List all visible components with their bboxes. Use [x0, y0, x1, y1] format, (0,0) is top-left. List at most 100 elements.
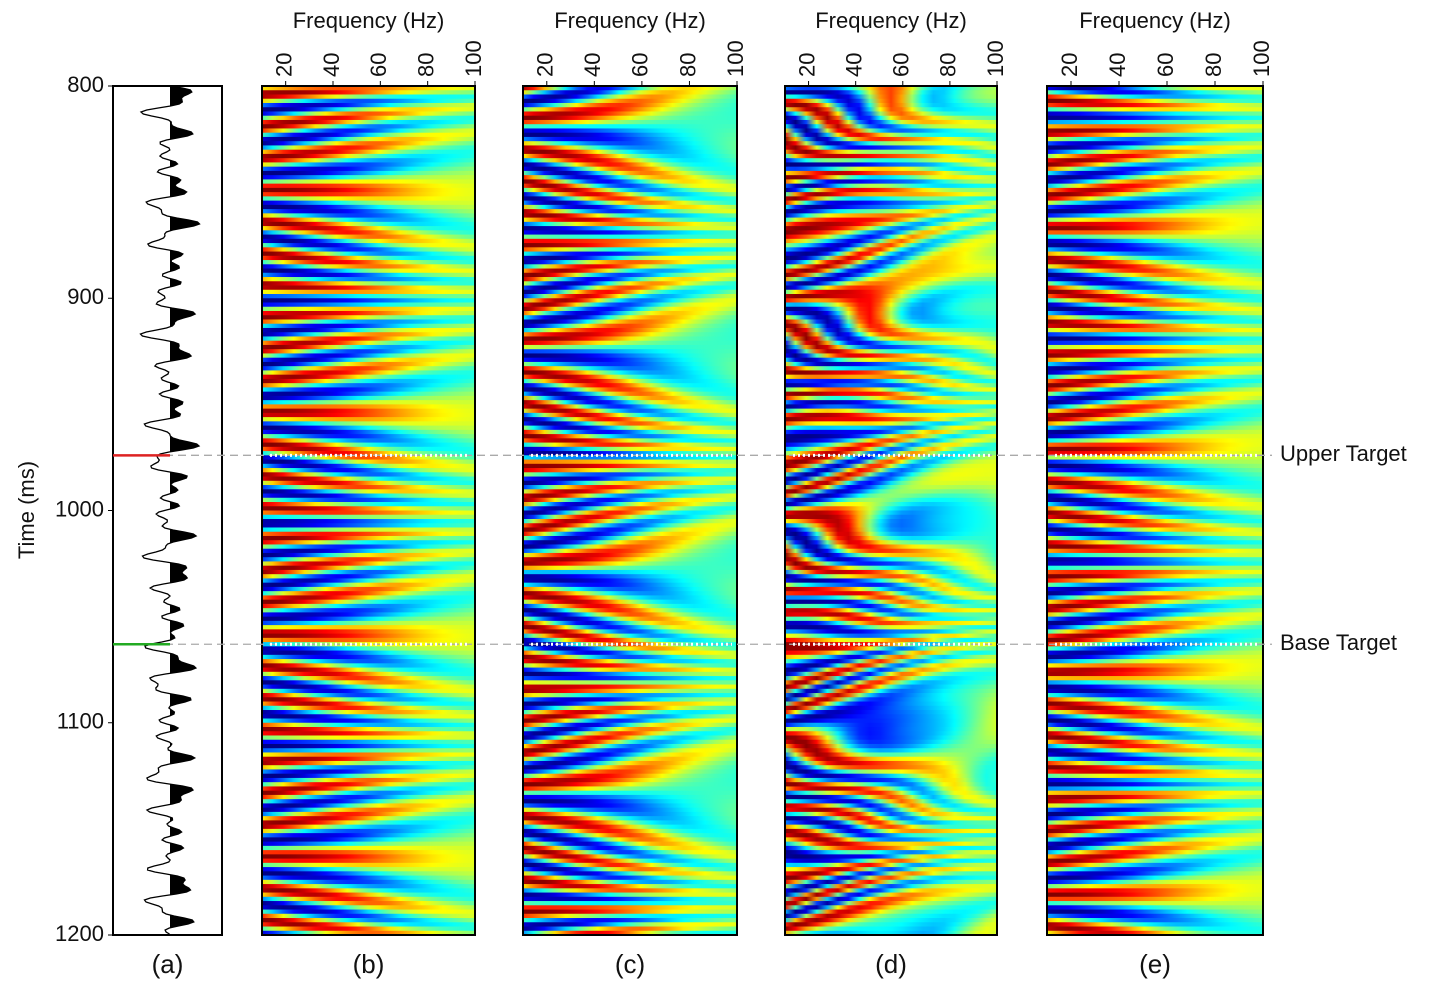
panel-label: (a)	[152, 949, 184, 979]
spectrum-row	[262, 659, 475, 664]
spectrum-row	[785, 926, 997, 932]
spectrum-row	[785, 595, 997, 601]
spectrum-row	[523, 633, 737, 639]
spectrum-row	[785, 901, 997, 906]
spectrum-row	[262, 94, 475, 100]
spectrum-row	[262, 548, 475, 554]
spectrum-row	[523, 451, 737, 456]
spectrum-row	[785, 888, 997, 894]
spectrum-row	[523, 119, 737, 125]
spectrum-row	[262, 858, 475, 864]
spectrum-row	[523, 697, 737, 703]
spectrum-row	[262, 209, 475, 214]
spectrum-row	[785, 336, 997, 342]
spectrum-row	[1047, 412, 1263, 418]
spectrum-row	[523, 582, 737, 588]
spectrum-row	[785, 294, 997, 299]
x-tick-label: 20	[794, 53, 819, 77]
spectrum-row	[262, 277, 475, 282]
spectrum-row	[262, 204, 475, 210]
spectrum-row	[262, 688, 475, 694]
spectrum-row	[262, 289, 475, 295]
spectrum-row	[785, 620, 997, 626]
spectrum-row	[262, 616, 475, 622]
spectrum-row	[262, 459, 475, 465]
spectrum-row	[262, 629, 475, 635]
spectrum-row	[1047, 272, 1263, 278]
spectrum-row	[523, 552, 737, 558]
spectrum-row	[523, 336, 737, 342]
spectrum-row	[1047, 336, 1263, 342]
spectrum-row	[262, 896, 475, 902]
spectrum-row	[785, 115, 997, 121]
spectrum-row	[785, 688, 997, 694]
x-tick-label: 60	[628, 53, 653, 77]
spectrum-row	[1047, 162, 1263, 168]
spectrum-row	[1047, 790, 1263, 796]
spectrum-row	[785, 807, 997, 813]
spectrum-row	[262, 557, 475, 563]
spectrum-row	[785, 332, 997, 338]
spectrum-row	[1047, 884, 1263, 889]
spectrum-row	[1047, 595, 1263, 601]
spectrum-row	[262, 578, 475, 584]
x-tick-label: 20	[271, 53, 296, 77]
spectrum	[523, 86, 737, 936]
spectrum-row	[1047, 480, 1263, 486]
x-tick-label: 100	[983, 40, 1008, 77]
spectrum-row	[262, 408, 475, 414]
spectrum-row	[1047, 489, 1263, 495]
spectrum-row	[1047, 102, 1263, 108]
spectrum-row	[262, 510, 475, 516]
spectrum-row	[1047, 591, 1263, 596]
spectrum-row	[523, 922, 737, 928]
spectrum-row	[785, 654, 997, 660]
spectrum-row	[262, 238, 475, 244]
spectrum-row	[1047, 777, 1263, 783]
spectrum-row	[1047, 119, 1263, 125]
spectrum-row	[1047, 268, 1263, 274]
spectrum-row	[785, 922, 997, 928]
spectrum-row	[1047, 858, 1263, 864]
spectrum-row	[785, 718, 997, 724]
spectrum-row	[785, 298, 997, 304]
spectrum-row	[262, 323, 475, 329]
spectrum-row	[262, 790, 475, 796]
spectrum-row	[262, 119, 475, 125]
spectrum-row	[785, 268, 997, 274]
spectrum-row	[523, 192, 737, 197]
spectrum-row	[1047, 306, 1263, 312]
spectrum-row	[785, 714, 997, 720]
spectrum-row	[785, 612, 997, 618]
x-tick-label: 80	[936, 53, 961, 77]
x-tick-label: 20	[1057, 53, 1082, 77]
spectrum-row	[1047, 828, 1263, 834]
spectrum-row	[785, 552, 997, 558]
spectrum-row	[1047, 179, 1263, 185]
spectrum-row	[262, 158, 475, 164]
spectrum-row	[1047, 387, 1263, 393]
spectrum-row	[523, 612, 737, 618]
spectrum-row	[1047, 646, 1263, 652]
spectrum-row	[785, 913, 997, 919]
y-tick-label: 1000	[55, 496, 104, 521]
spectrum-row	[1047, 905, 1263, 911]
spectrum-row	[523, 608, 737, 613]
spectrum-row	[1047, 540, 1263, 546]
spectrum	[262, 86, 475, 936]
spectrum-row	[523, 850, 737, 855]
spectrum-row	[523, 107, 737, 113]
spectrum-row	[262, 871, 475, 877]
spectrum-row	[262, 752, 475, 758]
spectrum-row	[1047, 86, 1263, 91]
spectrum-row	[262, 141, 475, 147]
spectrum-row	[523, 281, 737, 287]
spectrum-row	[523, 408, 737, 414]
spectrum-row	[523, 417, 737, 422]
spectrum-row	[523, 153, 737, 159]
spectrum-row	[523, 459, 737, 465]
spectrum-row	[262, 429, 475, 435]
spectrum-row	[1047, 349, 1263, 355]
spectrum-row	[1047, 739, 1263, 745]
